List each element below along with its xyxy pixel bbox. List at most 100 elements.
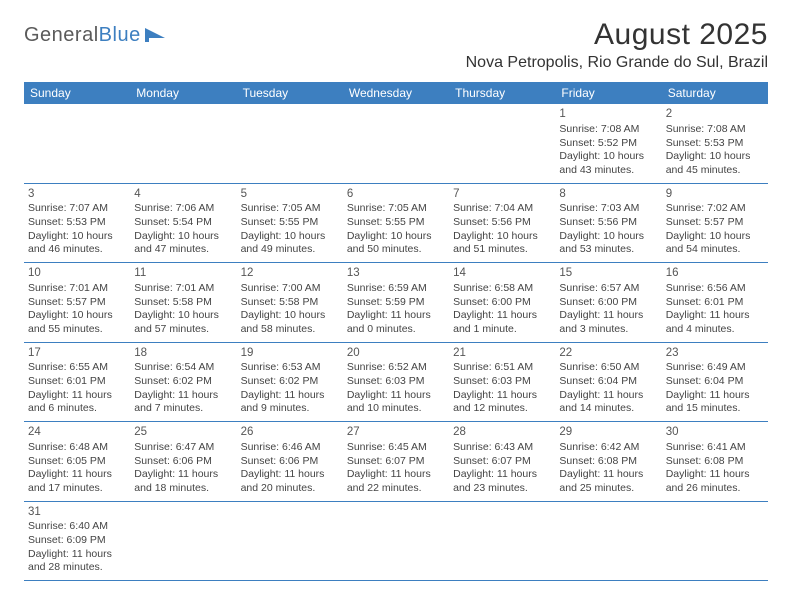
empty-cell (343, 104, 449, 183)
location: Nova Petropolis, Rio Grande do Sul, Braz… (466, 54, 768, 72)
sunset-line: Sunset: 5:56 PM (559, 216, 657, 230)
day-cell: 21Sunrise: 6:51 AMSunset: 6:03 PMDayligh… (449, 342, 555, 422)
calendar-table: SundayMondayTuesdayWednesdayThursdayFrid… (24, 82, 768, 581)
empty-cell (343, 501, 449, 581)
sunrise-line: Sunrise: 6:53 AM (241, 361, 339, 375)
daylight-line: Daylight: 11 hours and 14 minutes. (559, 389, 657, 416)
day-number: 28 (453, 425, 551, 440)
sunrise-line: Sunrise: 7:01 AM (28, 282, 126, 296)
day-cell: 11Sunrise: 7:01 AMSunset: 5:58 PMDayligh… (130, 263, 236, 343)
sunrise-line: Sunrise: 6:51 AM (453, 361, 551, 375)
day-number: 17 (28, 346, 126, 361)
sunrise-line: Sunrise: 7:05 AM (347, 202, 445, 216)
day-number: 20 (347, 346, 445, 361)
logo: GeneralBlue (24, 24, 167, 47)
empty-cell (130, 104, 236, 183)
day-number: 5 (241, 187, 339, 202)
sunset-line: Sunset: 6:02 PM (134, 375, 232, 389)
day-cell: 3Sunrise: 7:07 AMSunset: 5:53 PMDaylight… (24, 183, 130, 263)
sunrise-line: Sunrise: 7:08 AM (666, 123, 764, 137)
daylight-line: Daylight: 10 hours and 49 minutes. (241, 230, 339, 257)
empty-cell (555, 501, 661, 581)
day-number: 1 (559, 107, 657, 122)
sunset-line: Sunset: 6:06 PM (241, 455, 339, 469)
sunset-line: Sunset: 6:08 PM (559, 455, 657, 469)
week-row: 24Sunrise: 6:48 AMSunset: 6:05 PMDayligh… (24, 422, 768, 502)
sunrise-line: Sunrise: 6:46 AM (241, 441, 339, 455)
day-cell: 19Sunrise: 6:53 AMSunset: 6:02 PMDayligh… (237, 342, 343, 422)
day-cell: 27Sunrise: 6:45 AMSunset: 6:07 PMDayligh… (343, 422, 449, 502)
empty-cell (237, 501, 343, 581)
sunset-line: Sunset: 5:56 PM (453, 216, 551, 230)
sunrise-line: Sunrise: 6:42 AM (559, 441, 657, 455)
sunset-line: Sunset: 6:04 PM (559, 375, 657, 389)
sunset-line: Sunset: 6:00 PM (559, 296, 657, 310)
week-row: 31Sunrise: 6:40 AMSunset: 6:09 PMDayligh… (24, 501, 768, 581)
daylight-line: Daylight: 10 hours and 54 minutes. (666, 230, 764, 257)
day-cell: 22Sunrise: 6:50 AMSunset: 6:04 PMDayligh… (555, 342, 661, 422)
sunset-line: Sunset: 6:00 PM (453, 296, 551, 310)
flag-icon (145, 28, 167, 44)
daylight-line: Daylight: 10 hours and 47 minutes. (134, 230, 232, 257)
sunrise-line: Sunrise: 6:57 AM (559, 282, 657, 296)
daylight-line: Daylight: 11 hours and 18 minutes. (134, 468, 232, 495)
sunrise-line: Sunrise: 7:00 AM (241, 282, 339, 296)
sunrise-line: Sunrise: 7:02 AM (666, 202, 764, 216)
daylight-line: Daylight: 10 hours and 58 minutes. (241, 309, 339, 336)
daylight-line: Daylight: 10 hours and 43 minutes. (559, 150, 657, 177)
day-cell: 28Sunrise: 6:43 AMSunset: 6:07 PMDayligh… (449, 422, 555, 502)
day-header: Tuesday (237, 82, 343, 104)
sunset-line: Sunset: 6:01 PM (28, 375, 126, 389)
day-number: 13 (347, 266, 445, 281)
daylight-line: Daylight: 10 hours and 46 minutes. (28, 230, 126, 257)
sunrise-line: Sunrise: 6:50 AM (559, 361, 657, 375)
day-number: 26 (241, 425, 339, 440)
day-number: 14 (453, 266, 551, 281)
sunrise-line: Sunrise: 6:41 AM (666, 441, 764, 455)
sunrise-line: Sunrise: 6:59 AM (347, 282, 445, 296)
empty-cell (449, 104, 555, 183)
daylight-line: Daylight: 11 hours and 28 minutes. (28, 548, 126, 575)
sunrise-line: Sunrise: 6:40 AM (28, 520, 126, 534)
sunrise-line: Sunrise: 6:43 AM (453, 441, 551, 455)
daylight-line: Daylight: 11 hours and 15 minutes. (666, 389, 764, 416)
day-header: Wednesday (343, 82, 449, 104)
day-header: Sunday (24, 82, 130, 104)
day-cell: 17Sunrise: 6:55 AMSunset: 6:01 PMDayligh… (24, 342, 130, 422)
day-number: 21 (453, 346, 551, 361)
day-cell: 2Sunrise: 7:08 AMSunset: 5:53 PMDaylight… (662, 104, 768, 183)
day-cell: 25Sunrise: 6:47 AMSunset: 6:06 PMDayligh… (130, 422, 236, 502)
daylight-line: Daylight: 10 hours and 45 minutes. (666, 150, 764, 177)
day-cell: 10Sunrise: 7:01 AMSunset: 5:57 PMDayligh… (24, 263, 130, 343)
day-number: 25 (134, 425, 232, 440)
sunset-line: Sunset: 6:02 PM (241, 375, 339, 389)
day-cell: 16Sunrise: 6:56 AMSunset: 6:01 PMDayligh… (662, 263, 768, 343)
sunset-line: Sunset: 5:58 PM (134, 296, 232, 310)
title-block: August 2025 Nova Petropolis, Rio Grande … (466, 18, 768, 72)
sunset-line: Sunset: 6:01 PM (666, 296, 764, 310)
day-number: 3 (28, 187, 126, 202)
sunrise-line: Sunrise: 7:04 AM (453, 202, 551, 216)
sunrise-line: Sunrise: 7:07 AM (28, 202, 126, 216)
day-number: 10 (28, 266, 126, 281)
sunrise-line: Sunrise: 7:05 AM (241, 202, 339, 216)
sunrise-line: Sunrise: 7:08 AM (559, 123, 657, 137)
logo-text-blue: Blue (99, 24, 141, 47)
day-number: 15 (559, 266, 657, 281)
day-number: 12 (241, 266, 339, 281)
day-cell: 26Sunrise: 6:46 AMSunset: 6:06 PMDayligh… (237, 422, 343, 502)
daylight-line: Daylight: 11 hours and 12 minutes. (453, 389, 551, 416)
day-header-row: SundayMondayTuesdayWednesdayThursdayFrid… (24, 82, 768, 104)
daylight-line: Daylight: 11 hours and 17 minutes. (28, 468, 126, 495)
sunset-line: Sunset: 6:05 PM (28, 455, 126, 469)
sunset-line: Sunset: 6:03 PM (347, 375, 445, 389)
sunset-line: Sunset: 6:07 PM (453, 455, 551, 469)
day-number: 31 (28, 505, 126, 520)
sunset-line: Sunset: 5:52 PM (559, 137, 657, 151)
day-cell: 8Sunrise: 7:03 AMSunset: 5:56 PMDaylight… (555, 183, 661, 263)
day-number: 30 (666, 425, 764, 440)
daylight-line: Daylight: 11 hours and 1 minute. (453, 309, 551, 336)
empty-cell (662, 501, 768, 581)
day-number: 16 (666, 266, 764, 281)
day-header: Saturday (662, 82, 768, 104)
